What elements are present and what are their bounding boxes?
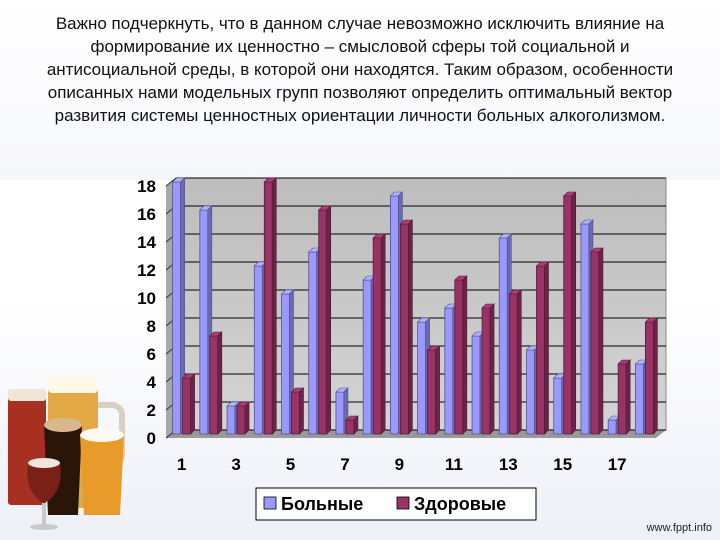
bar-zdorovye bbox=[181, 373, 196, 435]
chart-legend: Больные Здоровые bbox=[255, 487, 537, 521]
bar-zdorovye bbox=[562, 191, 577, 435]
bar-zdorovye bbox=[481, 303, 495, 435]
y-tick-label: 0 bbox=[147, 429, 156, 448]
x-tick-label: 15 bbox=[553, 455, 572, 474]
bar-zdorovye bbox=[209, 331, 223, 435]
bar-zdorovye bbox=[426, 345, 441, 435]
y-tick-label: 18 bbox=[137, 177, 156, 196]
beer-glasses-illustration bbox=[8, 375, 125, 530]
x-tick-label: 13 bbox=[499, 455, 518, 474]
bar-zdorovye bbox=[290, 387, 305, 435]
x-tick-label: 1 bbox=[177, 455, 186, 474]
legend-box bbox=[255, 487, 537, 521]
legend-label-zdorovye: Здоровые bbox=[414, 494, 506, 514]
bar-zdorovye bbox=[372, 233, 386, 435]
x-tick-label: 9 bbox=[395, 455, 404, 474]
x-tick-label: 7 bbox=[340, 455, 349, 474]
legend-swatch-bolnye bbox=[263, 496, 277, 510]
header-band bbox=[0, 0, 720, 180]
bar-zdorovye bbox=[236, 401, 250, 435]
bar-zdorovye bbox=[263, 177, 278, 435]
gridline-depth bbox=[165, 177, 177, 187]
y-tick-label: 6 bbox=[147, 345, 156, 364]
bar-zdorovye bbox=[317, 205, 332, 435]
watermark: www.fppt.info bbox=[646, 522, 712, 534]
bar-zdorovye bbox=[644, 317, 659, 435]
y-tick-label: 14 bbox=[137, 233, 156, 252]
x-tick-label: 3 bbox=[231, 455, 240, 474]
y-tick-label: 2 bbox=[147, 401, 156, 420]
bar-zdorovye bbox=[508, 289, 523, 435]
y-tick-label: 10 bbox=[137, 289, 156, 308]
y-tick-label: 8 bbox=[147, 317, 156, 336]
bar-zdorovye bbox=[617, 359, 631, 435]
legend-label-bolnye: Больные bbox=[281, 494, 363, 514]
intro-paragraph: Важно подчеркнуть, что в данном случае н… bbox=[46, 14, 674, 125]
bar-zdorovye bbox=[535, 261, 550, 435]
legend-swatch-zdorovye bbox=[396, 496, 410, 510]
bar-zdorovye bbox=[590, 247, 604, 435]
bar-zdorovye bbox=[345, 415, 359, 435]
y-tick-label: 4 bbox=[147, 373, 157, 392]
x-tick-label: 17 bbox=[608, 455, 627, 474]
x-tick-label: 5 bbox=[286, 455, 295, 474]
y-tick-label: 12 bbox=[137, 261, 156, 280]
bar-zdorovye bbox=[399, 219, 414, 435]
bar-zdorovye bbox=[454, 275, 468, 435]
x-tick-label: 11 bbox=[445, 455, 463, 474]
y-tick-label: 16 bbox=[137, 205, 156, 224]
